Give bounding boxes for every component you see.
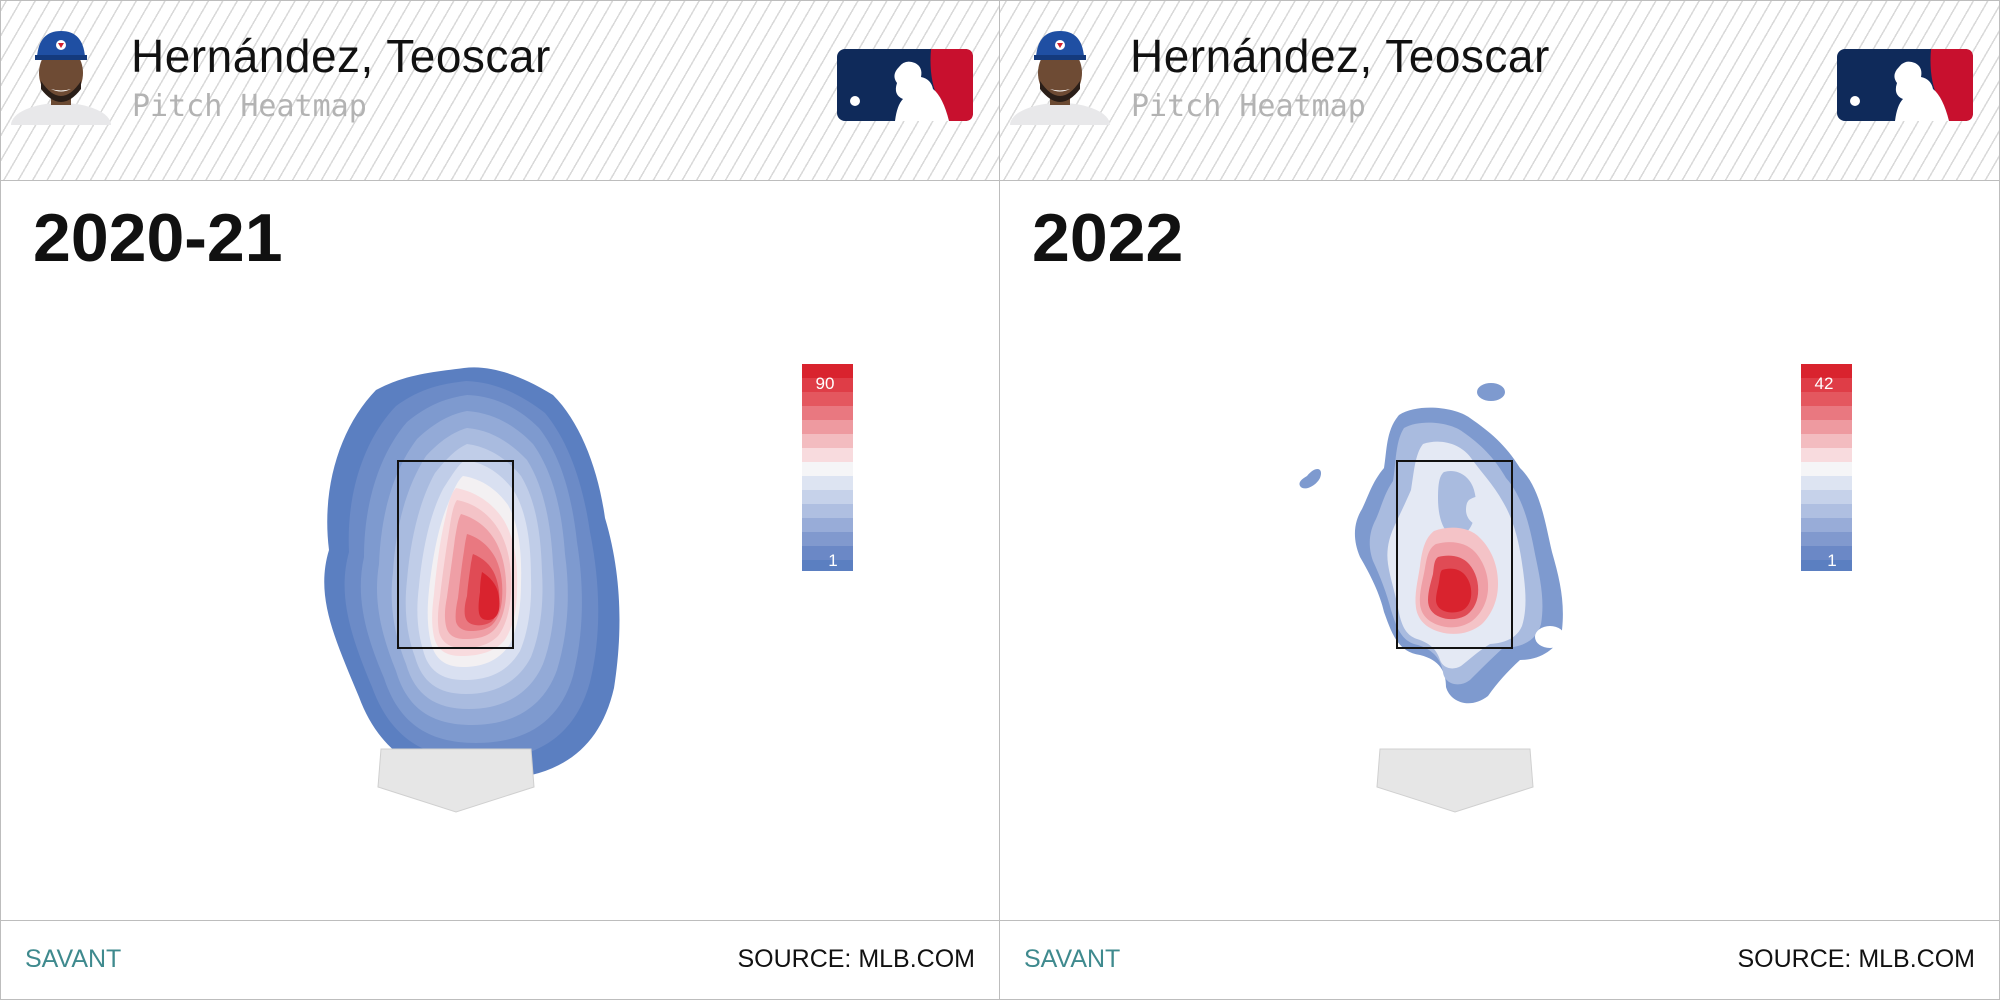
- color-legend: 90 1: [802, 364, 853, 571]
- mlb-logo-icon: [837, 49, 973, 121]
- player-name: Hernández, Teoscar: [131, 30, 551, 82]
- home-plate: [377, 748, 535, 813]
- chart-subtitle: Pitch Heatmap: [132, 89, 367, 124]
- period-title: 2022: [1032, 200, 1184, 276]
- heatmap-contours: [324, 367, 620, 780]
- heatmap-panel-right: Hernández, Teoscar Pitch Heatmap 2022: [1000, 0, 2000, 1000]
- panel-header: Hernández, Teoscar Pitch Heatmap: [1, 1, 999, 181]
- panel-footer: SAVANT SOURCE: MLB.COM: [1, 920, 999, 999]
- heatmap-contours: [1299, 383, 1565, 704]
- panel-footer: SAVANT SOURCE: MLB.COM: [1000, 920, 1999, 999]
- player-name: Hernández, Teoscar: [1130, 30, 1550, 82]
- legend-max-label: 42: [1815, 374, 1834, 393]
- color-legend: 42 1: [1801, 364, 1852, 571]
- heatmap-panel-left: Hernández, Teoscar Pitch Heatmap 2020-21: [0, 0, 1000, 1000]
- pitch-heatmap: 42 1: [1299, 364, 1852, 813]
- player-headshot-icon: [1010, 31, 1110, 125]
- chart-subtitle: Pitch Heatmap: [1131, 89, 1366, 124]
- source-credit: SOURCE: MLB.COM: [1737, 945, 1975, 973]
- savant-link[interactable]: SAVANT: [1024, 945, 1121, 973]
- period-title: 2020-21: [33, 200, 283, 276]
- mlb-logo-icon: [1837, 49, 1973, 121]
- legend-min-label: 1: [828, 551, 837, 570]
- strike-zone: [1396, 460, 1513, 649]
- source-credit: SOURCE: MLB.COM: [737, 945, 975, 973]
- player-headshot-icon: [11, 31, 111, 125]
- legend-max-label: 90: [816, 374, 835, 393]
- pitch-heatmap: 90 1: [324, 364, 853, 813]
- savant-link[interactable]: SAVANT: [25, 945, 122, 973]
- panel-header: Hernández, Teoscar Pitch Heatmap: [1000, 1, 1999, 181]
- strike-zone: [397, 460, 514, 649]
- legend-min-label: 1: [1827, 551, 1836, 570]
- home-plate: [1376, 748, 1534, 813]
